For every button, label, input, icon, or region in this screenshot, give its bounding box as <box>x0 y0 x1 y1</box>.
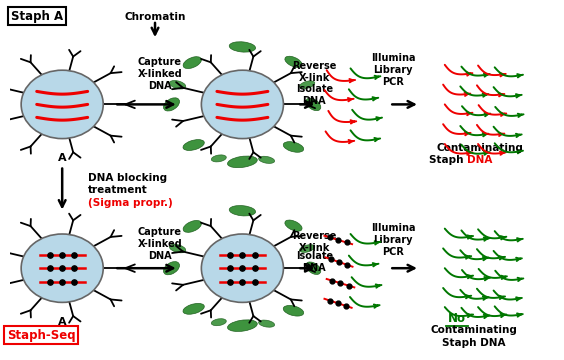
Ellipse shape <box>306 98 321 111</box>
Ellipse shape <box>212 155 226 162</box>
Ellipse shape <box>283 141 303 152</box>
Ellipse shape <box>183 303 204 314</box>
Text: A: A <box>58 153 67 163</box>
Ellipse shape <box>21 70 103 139</box>
Text: Staph: Staph <box>429 155 466 165</box>
Ellipse shape <box>21 234 103 302</box>
Ellipse shape <box>285 220 302 231</box>
Ellipse shape <box>201 70 284 139</box>
Text: Chromatin: Chromatin <box>124 12 186 22</box>
Text: Isolate
DNA: Isolate DNA <box>296 251 333 273</box>
Ellipse shape <box>164 262 179 275</box>
Text: (Sigma propr.): (Sigma propr.) <box>88 198 173 208</box>
Ellipse shape <box>229 206 255 216</box>
Text: Capture
X-linked
DNA: Capture X-linked DNA <box>138 228 182 261</box>
Text: Isolate
DNA: Isolate DNA <box>296 84 333 106</box>
Ellipse shape <box>283 305 303 316</box>
Text: Capture
X-linked
DNA: Capture X-linked DNA <box>138 57 182 91</box>
Text: Contaminating: Contaminating <box>430 325 517 335</box>
Ellipse shape <box>306 262 321 274</box>
Text: Staph-Seq: Staph-Seq <box>7 328 75 342</box>
Ellipse shape <box>183 220 201 232</box>
Text: Contaminating: Contaminating <box>437 143 524 153</box>
Ellipse shape <box>227 156 257 168</box>
Text: DNA: DNA <box>466 155 492 165</box>
Ellipse shape <box>201 234 284 302</box>
Text: A: A <box>58 317 67 327</box>
Ellipse shape <box>229 42 255 52</box>
Ellipse shape <box>285 56 302 67</box>
Ellipse shape <box>169 81 186 89</box>
Text: Illumina
Library
PCR: Illumina Library PCR <box>371 53 415 87</box>
Text: Staph A: Staph A <box>11 9 63 23</box>
Ellipse shape <box>212 319 226 326</box>
Text: Staph DNA: Staph DNA <box>442 338 505 348</box>
Text: Reverse
X-link: Reverse X-link <box>292 231 337 253</box>
Ellipse shape <box>164 98 179 111</box>
Text: treatment: treatment <box>88 185 148 195</box>
Text: DNA blocking: DNA blocking <box>88 173 168 183</box>
Ellipse shape <box>299 245 315 252</box>
Ellipse shape <box>299 81 315 89</box>
Ellipse shape <box>183 57 201 68</box>
Ellipse shape <box>259 320 275 327</box>
Text: Reverse
X-link: Reverse X-link <box>292 61 337 83</box>
Ellipse shape <box>183 140 204 150</box>
Text: Illumina
Library
PCR: Illumina Library PCR <box>371 224 415 257</box>
Ellipse shape <box>259 156 275 163</box>
Ellipse shape <box>227 320 257 332</box>
Ellipse shape <box>169 244 186 253</box>
Text: No: No <box>448 311 466 324</box>
